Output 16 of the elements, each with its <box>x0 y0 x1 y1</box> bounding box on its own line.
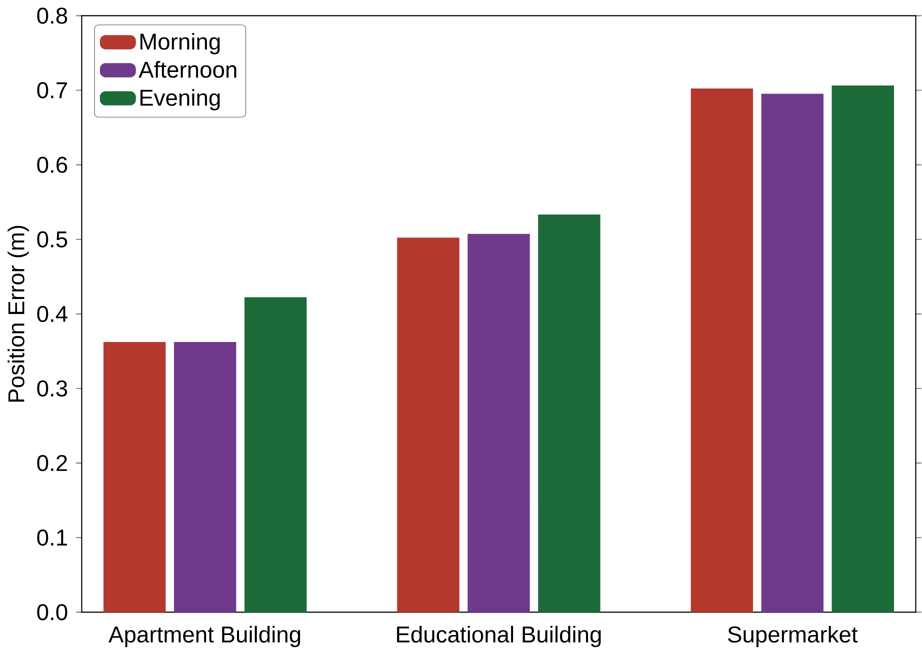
y-axis-title: Position Error (m) <box>8 226 29 402</box>
y-tick-label: 0.7 <box>37 82 67 98</box>
x-tick-label: Apartment Building <box>108 626 300 648</box>
y-tick-label: 0.0 <box>37 604 68 620</box>
x-tick-label: Supermarket <box>728 626 858 648</box>
y-tick-label: 0.8 <box>37 8 68 24</box>
x-tick-label: Educational Building <box>397 626 601 648</box>
y-tick-label: 0.5 <box>37 231 68 248</box>
y-tick-label: 0.2 <box>37 455 67 472</box>
legend-label: Morning <box>140 33 220 54</box>
legend-label: Afternoon <box>138 61 236 78</box>
legend-label: Evening <box>140 89 220 111</box>
y-tick-label: 0.6 <box>37 156 68 174</box>
y-tick-label: 0.1 <box>37 530 67 546</box>
y-tick-label: 0.3 <box>37 380 68 397</box>
y-tick-label: 0.4 <box>37 306 68 322</box>
